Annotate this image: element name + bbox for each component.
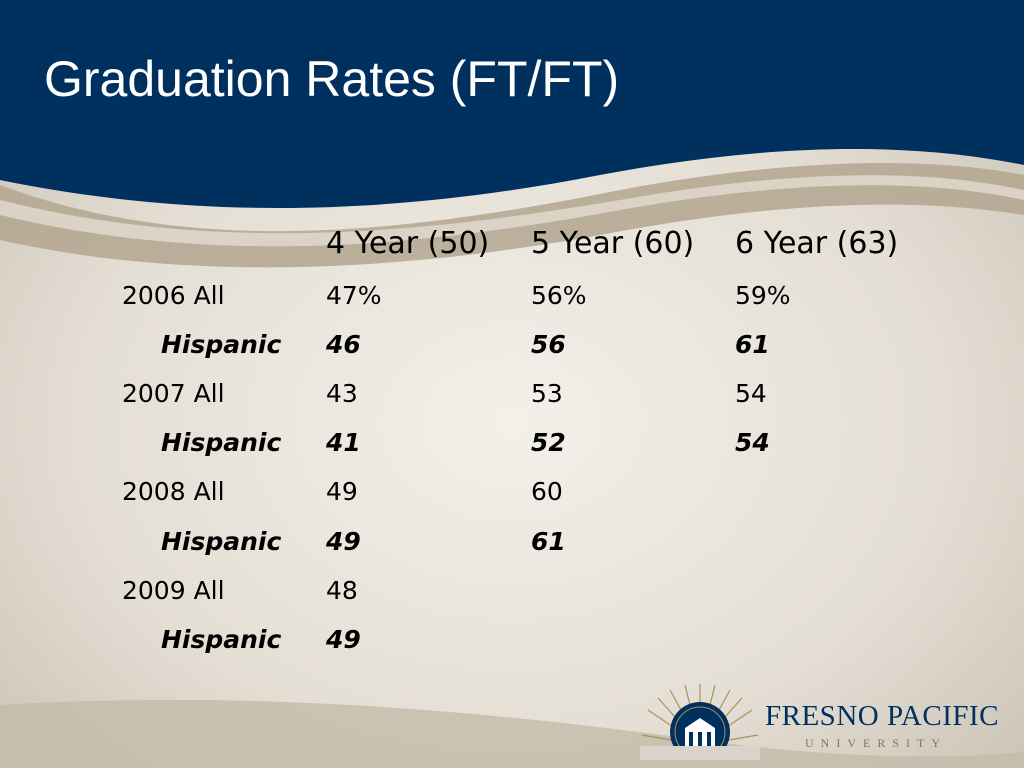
table-cell: 54 [735, 379, 767, 408]
table-cell: 49 [326, 477, 358, 506]
university-logo: FRESNO PACIFIC UNIVERSITY [640, 680, 999, 760]
row-label: Hispanic [161, 527, 282, 556]
slide-title: Graduation Rates (FT/FT) [44, 51, 620, 107]
header-band [0, 0, 1024, 208]
table-cell: 48 [326, 576, 358, 605]
logo-subtitle: UNIVERSITY [805, 736, 947, 750]
table-cell: 61 [531, 527, 566, 556]
table-cell: 56% [531, 281, 587, 310]
table-cell: 46 [326, 330, 361, 359]
logo-name: FRESNO PACIFIC [765, 700, 999, 732]
table-cell: 60 [531, 477, 563, 506]
table-cell: 49 [326, 625, 361, 654]
bottom-swoosh [0, 699, 1024, 768]
row-label: 2006 All [122, 281, 225, 310]
column-header: 5 Year (60) [531, 226, 695, 261]
row-label: Hispanic [161, 625, 282, 654]
column-header: 6 Year (63) [735, 226, 899, 261]
row-label: 2007 All [122, 379, 225, 408]
table-cell: 49 [326, 527, 361, 556]
row-label: 2009 All [122, 576, 225, 605]
table-cell: 59% [735, 281, 791, 310]
seal-icon [640, 684, 760, 760]
table-cell: 47% [326, 281, 382, 310]
table-cell: 41 [326, 428, 361, 457]
row-label: 2008 All [122, 477, 225, 506]
table-cell: 54 [735, 428, 770, 457]
table-cell: 56 [531, 330, 566, 359]
table-cell: 53 [531, 379, 563, 408]
column-header: 4 Year (50) [326, 226, 490, 261]
table-cell: 61 [735, 330, 770, 359]
table-cell: 52 [531, 428, 566, 457]
row-label: Hispanic [161, 330, 282, 359]
row-label: Hispanic [161, 428, 282, 457]
light-swoosh [0, 175, 1024, 247]
table-cell: 43 [326, 379, 358, 408]
